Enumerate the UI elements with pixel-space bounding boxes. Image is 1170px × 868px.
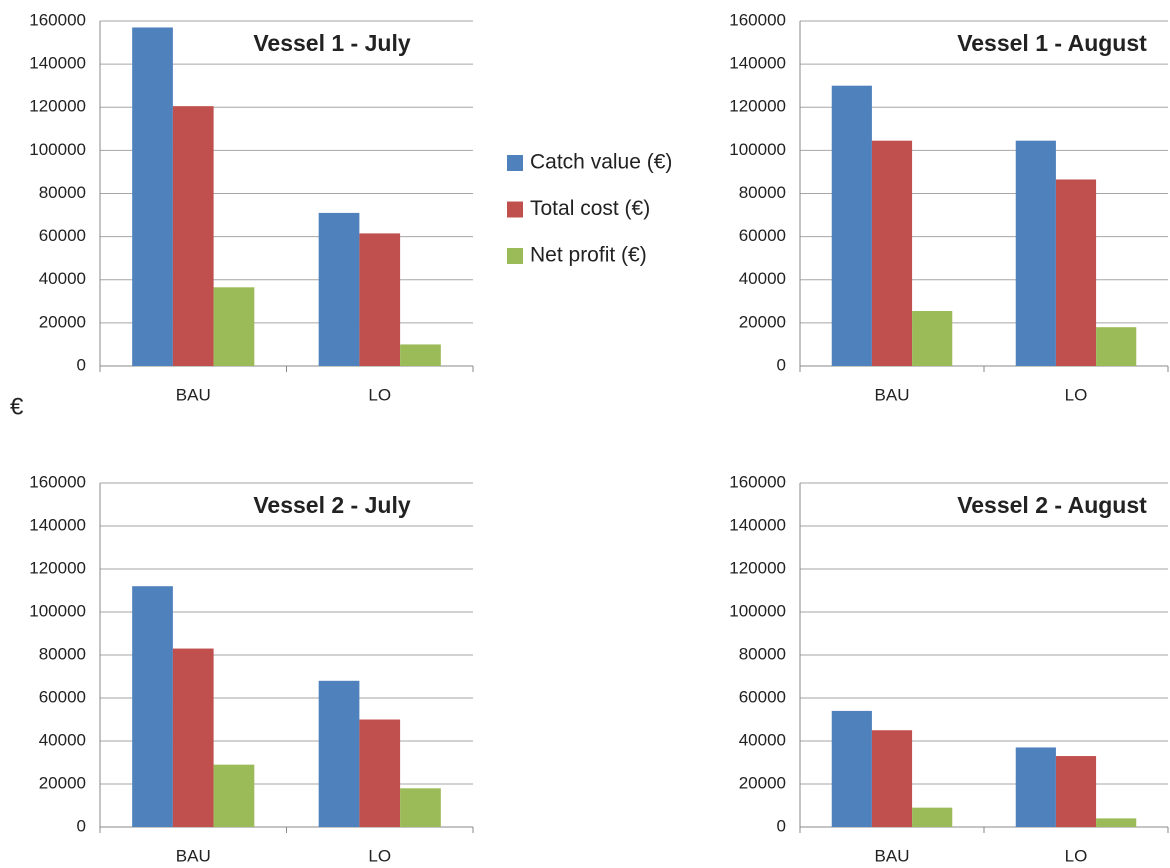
bar (1015, 140, 1056, 366)
chart-title: Vessel 1 - August (957, 30, 1147, 56)
y-tick-label: 120000 (29, 97, 86, 116)
x-tick-label: LO (368, 385, 391, 404)
y-tick-label: 140000 (729, 515, 786, 534)
y-tick-label: 100000 (29, 601, 86, 620)
x-tick-label: BAU (875, 385, 910, 404)
y-tick-label: 120000 (729, 558, 786, 577)
y-tick-label: 160000 (729, 472, 786, 491)
x-tick-label: LO (1065, 385, 1088, 404)
bar (318, 212, 360, 366)
bar (359, 233, 401, 366)
y-tick-label: 100000 (729, 601, 786, 620)
bar (831, 710, 872, 827)
y-tick-label: 120000 (29, 558, 86, 577)
y-tick-label: 20000 (39, 312, 86, 331)
legend-label: Net profit (€) (530, 244, 647, 267)
bar (1096, 818, 1137, 827)
x-tick-label: LO (1065, 846, 1088, 865)
legend-label: Total cost (€) (530, 197, 650, 220)
y-tick-label: 140000 (29, 54, 86, 73)
bar (213, 287, 255, 366)
y-tick-label: 60000 (39, 226, 86, 245)
bar (172, 106, 214, 366)
legend-label: Catch value (€) (530, 151, 672, 174)
y-tick-label: 140000 (29, 515, 86, 534)
y-axis-label: € (10, 393, 24, 420)
y-tick-label: 60000 (39, 687, 86, 706)
chart-title: Vessel 2 - August (957, 492, 1147, 518)
bar (871, 140, 913, 366)
y-tick-label: 80000 (739, 644, 786, 663)
bar (400, 788, 441, 827)
y-tick-label: 80000 (39, 644, 86, 663)
y-tick-label: 100000 (29, 140, 86, 159)
bar (871, 730, 913, 827)
y-tick-label: 40000 (739, 269, 786, 288)
bar (1015, 747, 1056, 827)
y-tick-label: 60000 (739, 687, 786, 706)
y-tick-label: 140000 (729, 54, 786, 73)
bar (831, 85, 872, 366)
y-tick-label: 0 (777, 355, 786, 374)
bar (400, 344, 441, 366)
chart-title: Vessel 2 - July (253, 492, 410, 518)
legend-swatch (507, 155, 523, 171)
y-tick-label: 20000 (739, 312, 786, 331)
bar (1096, 327, 1137, 366)
legend-swatch (507, 201, 523, 218)
chart-title: Vessel 1 - July (253, 30, 410, 56)
x-tick-label: BAU (176, 385, 211, 404)
y-tick-label: 100000 (729, 140, 786, 159)
y-tick-label: 80000 (739, 183, 786, 202)
bar (912, 311, 953, 366)
y-tick-label: 20000 (39, 773, 86, 792)
y-tick-label: 40000 (739, 730, 786, 749)
bar (172, 648, 214, 827)
y-tick-label: 20000 (739, 773, 786, 792)
x-tick-label: BAU (176, 846, 211, 865)
bar (213, 764, 255, 827)
y-tick-label: 0 (777, 816, 786, 835)
x-tick-label: LO (368, 846, 391, 865)
bar (1055, 756, 1097, 827)
y-tick-label: 0 (77, 816, 86, 835)
y-tick-label: 160000 (729, 10, 786, 29)
bar (132, 586, 173, 827)
y-tick-label: 40000 (39, 730, 86, 749)
x-tick-label: BAU (875, 846, 910, 865)
bar (359, 719, 401, 827)
y-tick-label: 80000 (39, 183, 86, 202)
bar (132, 27, 173, 366)
legend-swatch (507, 248, 523, 264)
y-tick-label: 40000 (39, 269, 86, 288)
y-tick-label: 160000 (29, 10, 86, 29)
y-tick-label: 160000 (29, 472, 86, 491)
bar (1055, 179, 1097, 366)
y-tick-label: 60000 (739, 226, 786, 245)
bar (318, 680, 360, 827)
bar (912, 807, 953, 827)
y-tick-label: 0 (77, 355, 86, 374)
y-tick-label: 120000 (729, 97, 786, 116)
